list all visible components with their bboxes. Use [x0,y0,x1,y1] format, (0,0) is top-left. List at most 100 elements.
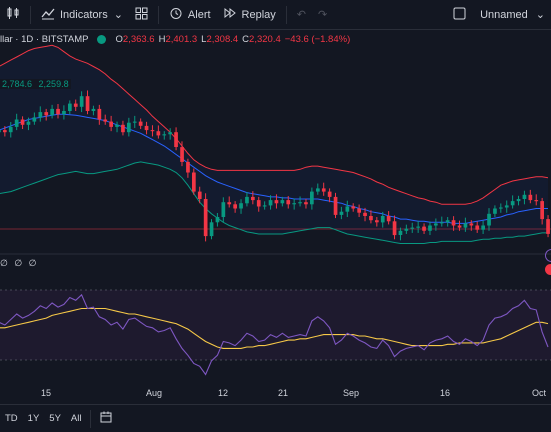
candle-body [44,112,49,116]
candle-body [298,202,302,204]
candle-body [162,134,167,136]
range-button-5y[interactable]: 5Y [49,413,61,424]
candle-body [103,119,108,122]
price-chart[interactable] [0,30,551,385]
candle-body [316,188,320,192]
rsi-band-background [0,290,551,360]
candle-body [26,121,31,125]
symbol-name[interactable]: llar · 1D · BITSTAMP [0,34,89,45]
candle-body [168,132,172,135]
candle-body [357,208,361,213]
candle-body [286,200,291,205]
candle-body [138,121,143,126]
candle-body [38,112,43,118]
candle-body [32,117,37,122]
candle-body [251,196,255,201]
candle-body [510,201,515,206]
replay-label: Replay [241,8,276,21]
replay-button[interactable]: Replay [217,0,282,29]
alert-button[interactable]: Alert [163,0,217,29]
candle-body [333,196,338,215]
candle-body [150,130,155,132]
low-label: L [201,34,207,45]
alert-label: Alert [187,8,211,21]
open-label: O [115,34,123,45]
bb-lower-value: 2,259.8 [38,79,69,89]
bottom-toolbar: TD 1Y 5Y All [0,404,551,432]
candles-type-icon [6,6,20,23]
calendar-icon [100,411,112,423]
candle-body [375,220,379,223]
candle-body [546,219,550,234]
bollinger-upper-line [0,44,549,205]
candle-body [310,191,314,205]
goto-date-button[interactable] [95,411,117,426]
low-value: 2,308.4 [206,34,239,45]
redo-icon: ↷ [318,9,328,21]
candle-body [499,207,503,209]
open-value: 2,363.6 [122,34,155,45]
indicators-label: Indicators [60,8,108,21]
candle-body [209,222,214,237]
toolbar-divider [285,5,287,24]
candle-body [380,216,385,223]
candle-body [522,194,527,199]
rsi-legend: ∅ ∅ ∅ [0,258,39,268]
bollinger-lower-line [0,161,548,244]
symbol-legend: llar · 1D · BITSTAMP O 2,363.6 H 2,401.3 L… [0,34,350,45]
candle-body [280,200,285,204]
range-button-1y[interactable]: 1Y [27,413,40,424]
rsi-line [0,293,549,376]
time-tick: 15 [41,388,52,398]
candle-body [469,223,474,226]
candle-body [351,206,356,209]
indicators-button[interactable]: Indicators ⌄ [35,0,129,29]
alarm-clock-icon [169,6,183,23]
flag-badge-icon[interactable] [545,264,551,275]
replay-icon [223,6,237,23]
time-axis[interactable]: 15 Aug 12 21 Sep 16 Oct [0,385,551,401]
candle-body [475,225,480,230]
candle-body [203,199,208,237]
candle-body [398,230,403,235]
candle-body [20,119,25,125]
templates-button[interactable] [129,0,154,29]
range-button-all[interactable]: All [70,413,82,424]
candle-body [97,108,102,120]
candle-body [304,202,308,205]
candle-body [221,202,226,217]
candle-body [439,222,444,224]
toolbar-divider [30,5,31,24]
undo-button[interactable]: ↶ [291,0,312,29]
candle-body [392,221,397,236]
indicators-icon [41,6,55,23]
undo-icon: ↶ [296,9,307,21]
candle-body [180,147,184,162]
candle-body [451,220,456,226]
candle-body [434,223,438,226]
candle-body [416,226,420,228]
redo-button[interactable]: ↷ [312,0,333,29]
time-tick: Sep [343,388,360,398]
time-tick: Oct [532,388,547,398]
close-value: 2,320.4 [249,34,281,45]
candle-body [463,223,468,228]
candle-body [68,103,72,111]
candle-body [516,199,521,202]
layout-name: Unnamed [480,8,528,21]
high-label: H [158,34,166,45]
time-tick: 12 [218,388,229,398]
range-button-ytd[interactable]: TD [5,413,18,424]
compare-button[interactable] [0,0,26,29]
bollinger-band-fill [0,45,548,244]
layout-button[interactable]: Unnamed ⌄ [447,0,551,29]
candle-body [144,125,149,131]
candle-body [186,161,190,173]
candle-body [321,188,326,192]
candle-body [457,225,462,228]
candle-body [239,203,243,209]
event-badge-icon[interactable] [545,249,551,262]
candle-body [262,205,267,207]
candle-body [227,202,232,205]
candle-body [79,96,84,107]
